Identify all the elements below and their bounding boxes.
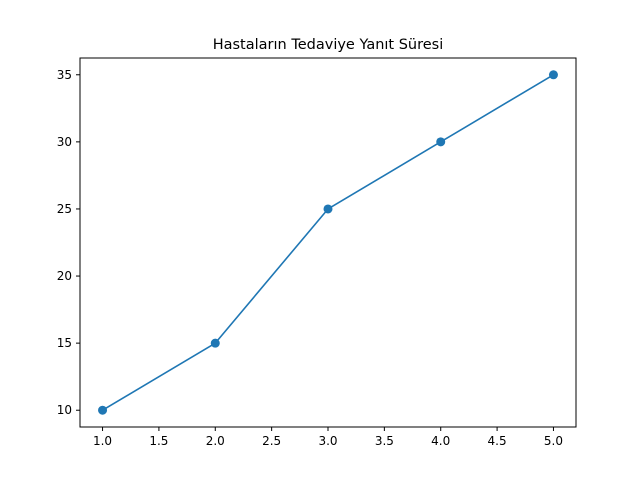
data-point bbox=[323, 204, 333, 214]
data-point bbox=[210, 338, 220, 348]
x-tick-label: 2.0 bbox=[206, 434, 225, 448]
data-point bbox=[98, 405, 108, 415]
y-tick-label: 25 bbox=[57, 202, 72, 216]
x-tick-label: 2.5 bbox=[262, 434, 281, 448]
x-tick-label: 5.0 bbox=[544, 434, 563, 448]
plot-frame bbox=[79, 57, 577, 428]
data-point bbox=[548, 70, 558, 80]
plot-area: 1.0 1.5 2.0 2.5 3.0 3.5 4.0 4.5 5.0 10 15 20 25 30 35 bbox=[57, 57, 577, 448]
y-tick-label: 30 bbox=[57, 135, 72, 149]
y-tick-label: 20 bbox=[57, 269, 72, 283]
y-tick-label: 15 bbox=[57, 336, 72, 350]
chart-title: Hastaların Tedaviye Yanıt Süresi bbox=[213, 37, 444, 53]
x-tick-label: 1.0 bbox=[93, 434, 112, 448]
y-tick-label: 10 bbox=[57, 403, 72, 417]
x-tick-label: 3.5 bbox=[375, 434, 394, 448]
y-tick-label: 35 bbox=[57, 68, 72, 82]
x-tick-label: 4.0 bbox=[431, 434, 450, 448]
x-tick-label: 1.5 bbox=[149, 434, 168, 448]
x-tick-label: 3.0 bbox=[318, 434, 337, 448]
data-point bbox=[436, 137, 446, 147]
x-tick-label: 4.5 bbox=[488, 434, 507, 448]
series-line bbox=[102, 74, 554, 411]
